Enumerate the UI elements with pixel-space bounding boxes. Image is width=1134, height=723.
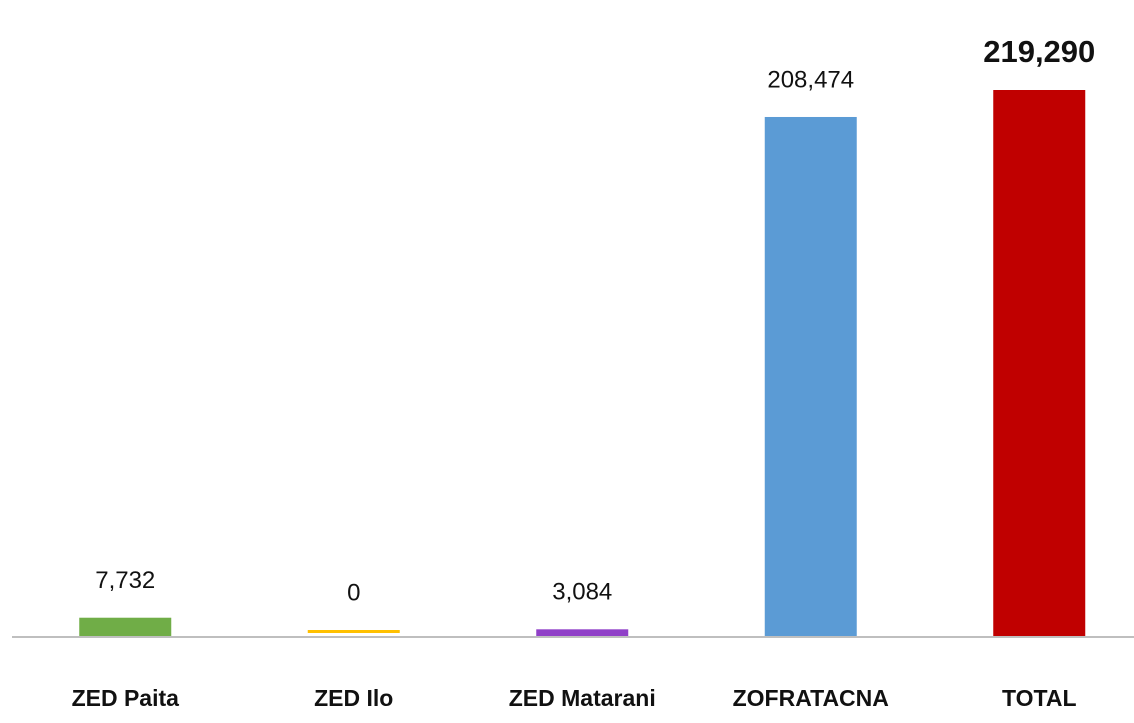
- bar: [993, 90, 1086, 636]
- bar: [536, 629, 629, 636]
- value-label: 3,084: [552, 579, 612, 606]
- bar: [764, 116, 857, 637]
- value-label: 208,474: [767, 66, 854, 93]
- value-label: 219,290: [983, 34, 1095, 69]
- x-tick-label: ZED Ilo: [314, 685, 393, 711]
- value-label: 0: [347, 579, 360, 606]
- x-tick-label: ZED Matarani: [509, 685, 656, 711]
- x-tick-label: TOTAL: [1002, 685, 1077, 711]
- bar: [79, 617, 172, 636]
- bar: [307, 630, 400, 633]
- x-tick-label: ZOFRATACNA: [733, 685, 889, 711]
- value-label: 7,732: [95, 567, 155, 594]
- x-tick-label: ZED Paita: [72, 685, 180, 711]
